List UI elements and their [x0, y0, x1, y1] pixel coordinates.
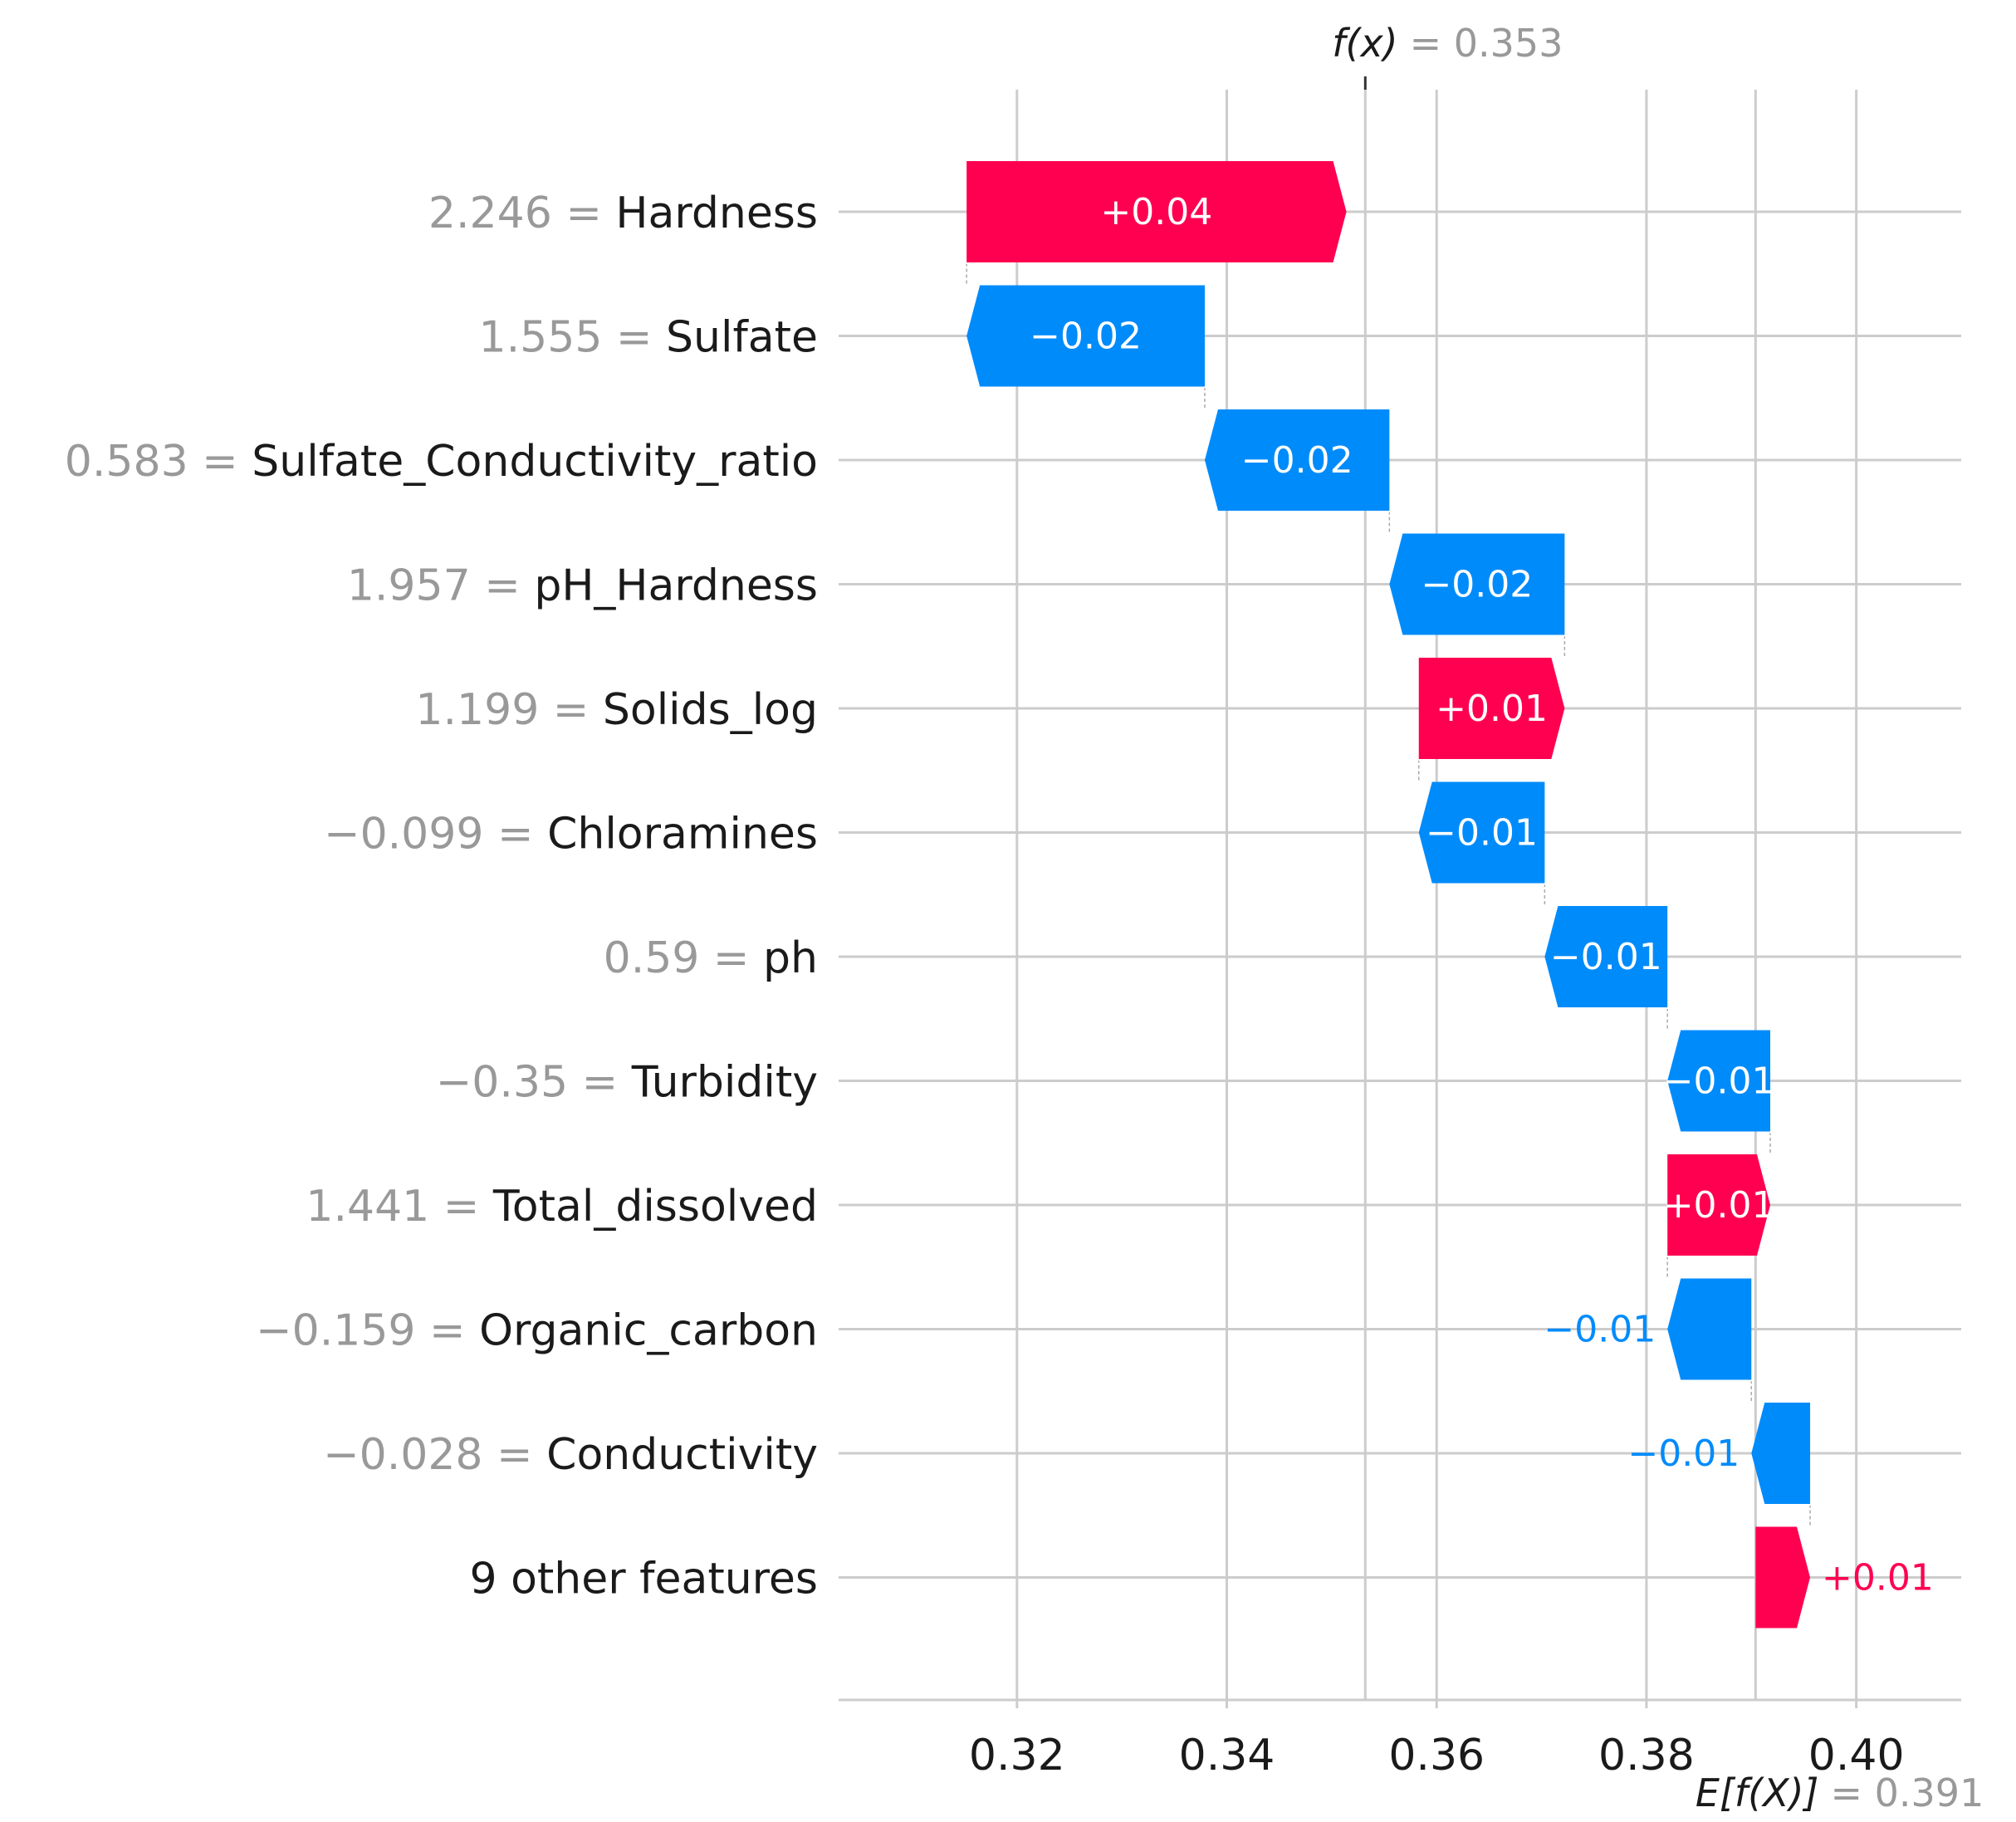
- bar-negative: [1544, 906, 1668, 1007]
- feature-label: 1.555 = Sulfate: [479, 313, 818, 363]
- feature-value: 0.583 =: [65, 437, 252, 487]
- bar-positive: [1755, 1526, 1811, 1629]
- chart-header: f(x) = 0.353: [1332, 21, 1563, 90]
- bar-negative: [1667, 1030, 1771, 1132]
- feature-name: Hardness: [615, 189, 818, 238]
- grid-layer: [839, 90, 1961, 1700]
- bar-value-label: −0.01: [1544, 1309, 1656, 1351]
- feature-name: Organic_carbon: [479, 1306, 818, 1356]
- bar-negative: [966, 285, 1205, 387]
- feature-value: −0.35 =: [436, 1058, 632, 1108]
- feature-value: 1.555 =: [479, 313, 667, 363]
- bar-value-label: +0.01: [1822, 1557, 1934, 1599]
- feature-value: 1.957 =: [347, 561, 535, 611]
- bar-value-label: −0.01: [1663, 1060, 1775, 1103]
- feature-value: 0.59 =: [604, 933, 763, 983]
- base-value-text: = 0.391: [1830, 1771, 1984, 1815]
- base-value-symbol: E[f(X)]: [1695, 1771, 1819, 1815]
- bar-negative: [1751, 1403, 1811, 1504]
- x-tick-label: 0.38: [1598, 1731, 1695, 1780]
- bar-value-label: −0.01: [1627, 1433, 1740, 1475]
- feature-label: 1.199 = Solids_log: [415, 685, 818, 735]
- bar-value-label: −0.01: [1550, 936, 1662, 978]
- feature-label: 1.441 = Total_dissolved: [306, 1182, 818, 1232]
- feature-value: −0.159 =: [256, 1306, 479, 1356]
- bar-value-label: −0.01: [1426, 812, 1538, 855]
- feature-name: Solids_log: [603, 685, 818, 735]
- feature-name: Sulfate: [666, 313, 818, 363]
- feature-label: −0.159 = Organic_carbon: [256, 1306, 818, 1356]
- feature-label: 1.957 = pH_Hardness: [347, 561, 818, 611]
- feature-name: pH_Hardness: [534, 561, 818, 611]
- bar-negative: [1204, 409, 1390, 511]
- feature-label: 0.583 = Sulfate_Conductivity_ratio: [65, 437, 818, 487]
- bar-value-label: −0.02: [1241, 439, 1353, 482]
- feature-name: Chloramines: [547, 810, 818, 860]
- labels-layer: +0.04 2.246 = Hardness −0.02 1.555 = Sulfat…: [65, 189, 1934, 1604]
- feature-label: 9 other features: [469, 1555, 818, 1604]
- bar-value-label: +0.01: [1663, 1184, 1775, 1227]
- feature-value: 1.441 =: [306, 1182, 493, 1232]
- feature-label: −0.028 = Conductivity: [323, 1430, 818, 1480]
- feature-name: Conductivity: [546, 1430, 818, 1480]
- output-value-symbol: f(x): [1332, 21, 1397, 66]
- bar-value-label: +0.01: [1436, 688, 1548, 730]
- bar-positive: [1418, 658, 1565, 759]
- bar-negative: [1389, 533, 1565, 635]
- bar-value-label: −0.02: [1421, 564, 1533, 606]
- bar-negative: [1418, 781, 1545, 884]
- bar-positive: [1667, 1154, 1771, 1256]
- bar-negative: [1667, 1278, 1752, 1380]
- x-tick-label: 0.40: [1808, 1731, 1905, 1780]
- output-value-label: f(x) = 0.353: [1332, 21, 1563, 66]
- feature-label: 0.59 = ph: [604, 933, 818, 983]
- feature-name: ph: [763, 933, 818, 983]
- base-value-label: E[f(X)] = 0.391: [1695, 1771, 1984, 1815]
- feature-name: Sulfate_Conductivity_ratio: [252, 437, 818, 487]
- feature-name: 9 other features: [469, 1555, 818, 1604]
- x-axis: 0.32 0.34 0.36 0.38 0.40E[f(X)] = 0.391: [839, 1698, 1984, 1815]
- feature-label: −0.35 = Turbidity: [436, 1058, 818, 1108]
- feature-value: −0.099 =: [324, 810, 547, 860]
- feature-name: Total_dissolved: [492, 1182, 818, 1232]
- feature-label: 2.246 = Hardness: [428, 189, 818, 238]
- bar-value-label: −0.02: [1030, 316, 1142, 358]
- feature-value: 1.199 =: [415, 685, 603, 735]
- feature-value: 2.246 =: [428, 189, 616, 238]
- feature-name: Turbidity: [631, 1058, 818, 1108]
- feature-label: −0.099 = Chloramines: [324, 810, 818, 860]
- x-tick-label: 0.34: [1179, 1731, 1275, 1780]
- bar-value-label: +0.04: [1100, 191, 1212, 233]
- x-tick-label: 0.36: [1388, 1731, 1485, 1780]
- x-tick-label: 0.32: [969, 1731, 1065, 1780]
- feature-value: −0.028 =: [323, 1430, 546, 1480]
- bars-layer: [966, 161, 1811, 1629]
- output-value-text: = 0.353: [1410, 21, 1563, 66]
- bar-positive: [966, 161, 1347, 262]
